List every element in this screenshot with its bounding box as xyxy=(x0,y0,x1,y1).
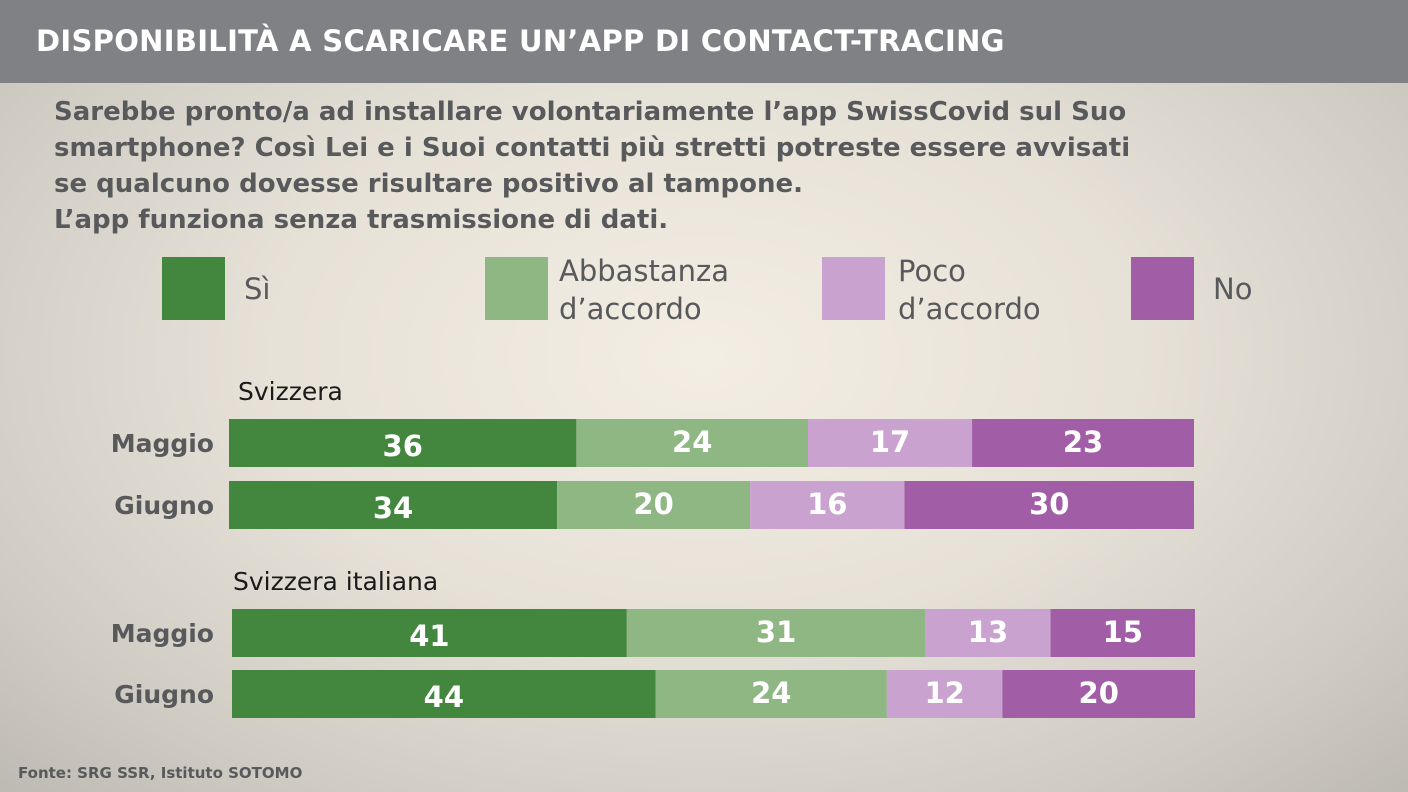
bar-segment xyxy=(557,481,751,529)
bar-segment xyxy=(655,670,887,718)
data-label: 24 xyxy=(672,425,712,459)
group-title: Svizzera xyxy=(238,377,343,406)
legend-label-si: Sì xyxy=(244,272,271,306)
question-line: Sarebbe pronto/a ad installare volontari… xyxy=(54,97,1127,127)
row-label: Giugno xyxy=(114,491,214,520)
legend-label-poco: Poco d’accordo xyxy=(898,254,1041,326)
bar-segment xyxy=(229,419,577,467)
row-label: Maggio xyxy=(111,429,214,458)
bar-segment xyxy=(1002,670,1195,718)
data-label: 31 xyxy=(756,615,796,649)
data-label: 34 xyxy=(373,491,413,525)
legend-label-abbastanza: Abbastanza d’accordo xyxy=(559,254,730,326)
bar-segment xyxy=(904,481,1194,529)
question-line: L’app funziona senza trasmissione di dat… xyxy=(54,205,669,235)
bar-segment xyxy=(576,419,808,467)
legend-label-no: No xyxy=(1213,272,1253,306)
data-label: 12 xyxy=(924,676,964,710)
data-label: 20 xyxy=(1079,676,1119,710)
data-label: 15 xyxy=(1103,615,1143,649)
bar-segment xyxy=(925,609,1051,657)
group-title: Svizzera italiana xyxy=(233,567,438,596)
data-label: 41 xyxy=(409,619,449,653)
data-label: 36 xyxy=(383,429,423,463)
legend-swatch-no xyxy=(1131,257,1194,320)
question-text: Sarebbe pronto/a ad installare volontari… xyxy=(54,94,1204,238)
bar-segment xyxy=(808,419,973,467)
legend-swatch-abbastanza xyxy=(485,257,548,320)
legend-swatch-poco xyxy=(822,257,885,320)
data-label: 44 xyxy=(424,680,464,714)
bar-segment xyxy=(229,481,558,529)
data-label: 17 xyxy=(870,425,910,459)
data-label: 16 xyxy=(807,487,847,521)
data-label: 24 xyxy=(751,676,791,710)
bar-segment xyxy=(972,419,1194,467)
bar-segment xyxy=(750,481,905,529)
question-line: smartphone? Così Lei e i Suoi contatti p… xyxy=(54,133,1131,163)
bar-segment xyxy=(626,609,926,657)
bar-segment xyxy=(886,670,1003,718)
data-label: 13 xyxy=(968,615,1008,649)
data-label: 20 xyxy=(633,487,673,521)
title-bar: DISPONIBILITÀ A SCARICARE UN’APP DI CONT… xyxy=(0,0,1408,83)
bar-segment xyxy=(232,609,627,657)
question-line: se qualcuno dovesse risultare positivo a… xyxy=(54,169,804,199)
data-label: 23 xyxy=(1063,425,1103,459)
source-note: Fonte: SRG SSR, Istituto SOTOMO xyxy=(18,764,303,782)
row-label: Maggio xyxy=(111,619,214,648)
bar-segment xyxy=(1050,609,1195,657)
chart-title: DISPONIBILITÀ A SCARICARE UN’APP DI CONT… xyxy=(36,24,1005,58)
row-label: Giugno xyxy=(114,680,214,709)
data-label: 30 xyxy=(1029,487,1069,521)
legend-swatch-si xyxy=(162,257,225,320)
bar-segment xyxy=(232,670,656,718)
